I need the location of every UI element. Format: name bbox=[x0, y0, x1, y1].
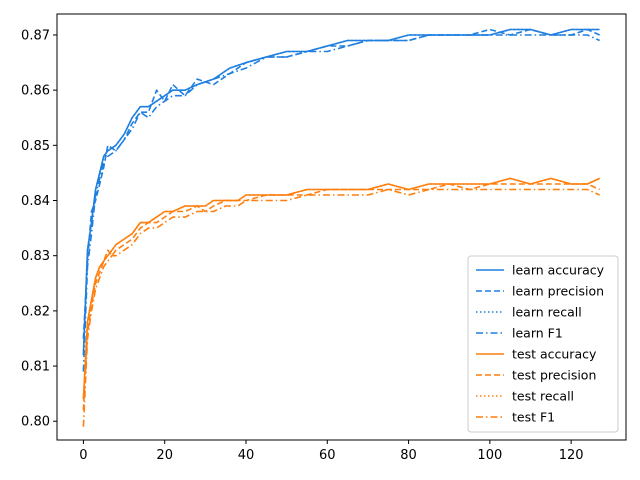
legend-label-learn-f1: learn F1 bbox=[512, 326, 563, 341]
y-tick-label: 0.83 bbox=[21, 249, 50, 264]
legend-label-test-accuracy: test accuracy bbox=[512, 347, 597, 362]
series-line-test-f1 bbox=[82, 188, 600, 427]
legend-label-test-recall: test recall bbox=[512, 389, 574, 404]
x-tick-label: 0 bbox=[79, 448, 87, 463]
legend-label-test-precision: test precision bbox=[512, 368, 596, 383]
y-tick-label: 0.87 bbox=[21, 28, 50, 43]
series-line-test-recall bbox=[82, 177, 600, 400]
x-axis: 0 20 40 60 80 100 120 bbox=[79, 440, 584, 463]
legend-label-test-f1: test F1 bbox=[512, 410, 555, 425]
legend-label-learn-precision: learn precision bbox=[512, 284, 604, 299]
series-layer bbox=[82, 28, 600, 427]
y-tick-label: 0.85 bbox=[21, 139, 50, 154]
x-tick-label: 120 bbox=[559, 448, 584, 463]
x-tick-label: 60 bbox=[319, 448, 336, 463]
x-tick-label: 40 bbox=[238, 448, 255, 463]
series-line-test-precision bbox=[82, 183, 600, 411]
y-tick-label: 0.82 bbox=[21, 304, 50, 319]
y-tick-label: 0.86 bbox=[21, 84, 50, 99]
y-tick-label: 0.84 bbox=[21, 194, 50, 209]
y-tick-label: 0.81 bbox=[21, 360, 50, 375]
x-tick-label: 100 bbox=[477, 448, 502, 463]
legend-label-learn-accuracy: learn accuracy bbox=[512, 263, 605, 278]
legend-box bbox=[467, 255, 619, 433]
x-tick-label: 80 bbox=[400, 448, 417, 463]
series-line-learn-f1 bbox=[82, 34, 600, 372]
y-tick-label: 0.80 bbox=[21, 415, 50, 430]
legend-label-learn-recall: learn recall bbox=[512, 305, 582, 320]
series-line-learn-precision bbox=[82, 28, 600, 339]
plot-frame bbox=[56, 13, 627, 441]
x-tick-label: 20 bbox=[156, 448, 173, 463]
y-axis: 0.80 0.81 0.82 0.83 0.84 0.85 0.86 0.87 bbox=[21, 28, 57, 430]
legend: learn accuracy learn precision learn recal… bbox=[467, 255, 619, 433]
